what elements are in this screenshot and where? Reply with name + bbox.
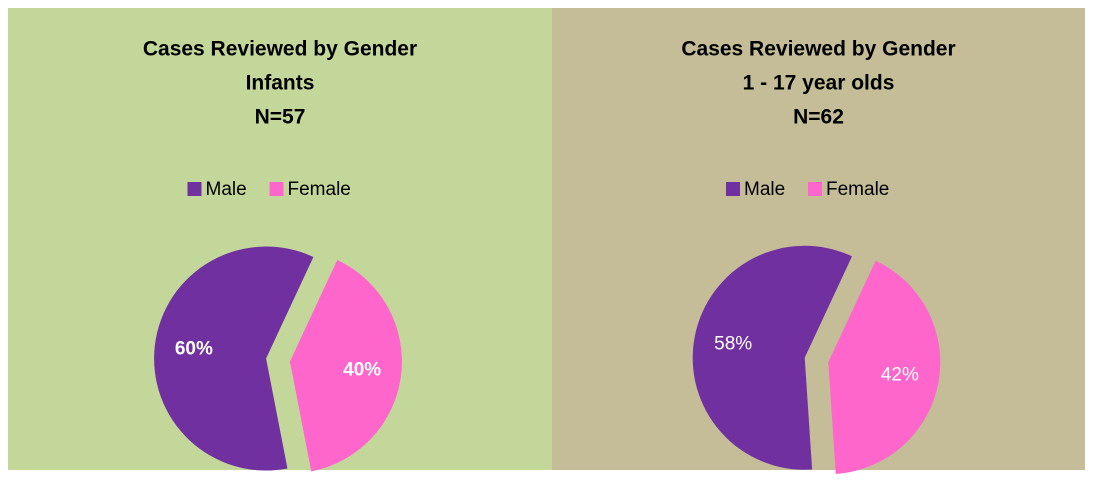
legend-swatch: [726, 182, 740, 196]
chart-title: 1 - 17 year olds: [743, 72, 895, 95]
legend-swatch: [269, 182, 284, 196]
legend-label: Male: [206, 179, 247, 200]
chart-title: N=57: [255, 106, 306, 129]
value-label: 42%: [881, 365, 919, 386]
chart-title: Cases Reviewed by Gender: [681, 38, 955, 61]
pie-slice: [828, 260, 941, 474]
chart-title: N=62: [793, 106, 844, 129]
chart-title: Infants: [246, 72, 315, 95]
pie-slice: [289, 259, 402, 472]
panel-background: [8, 8, 552, 470]
chart-title: Cases Reviewed by Gender: [143, 38, 417, 61]
legend-swatch: [187, 182, 202, 196]
pie-slice: [692, 245, 853, 470]
value-label: 60%: [175, 339, 213, 360]
legend-label: Female: [288, 179, 351, 200]
value-label: 58%: [714, 333, 752, 354]
value-label: 40%: [343, 359, 381, 380]
legend-swatch: [808, 182, 822, 196]
panel-background: [552, 8, 1085, 470]
pie-slice: [154, 246, 314, 471]
legend-label: Male: [744, 179, 785, 200]
legend-label: Female: [826, 179, 889, 200]
